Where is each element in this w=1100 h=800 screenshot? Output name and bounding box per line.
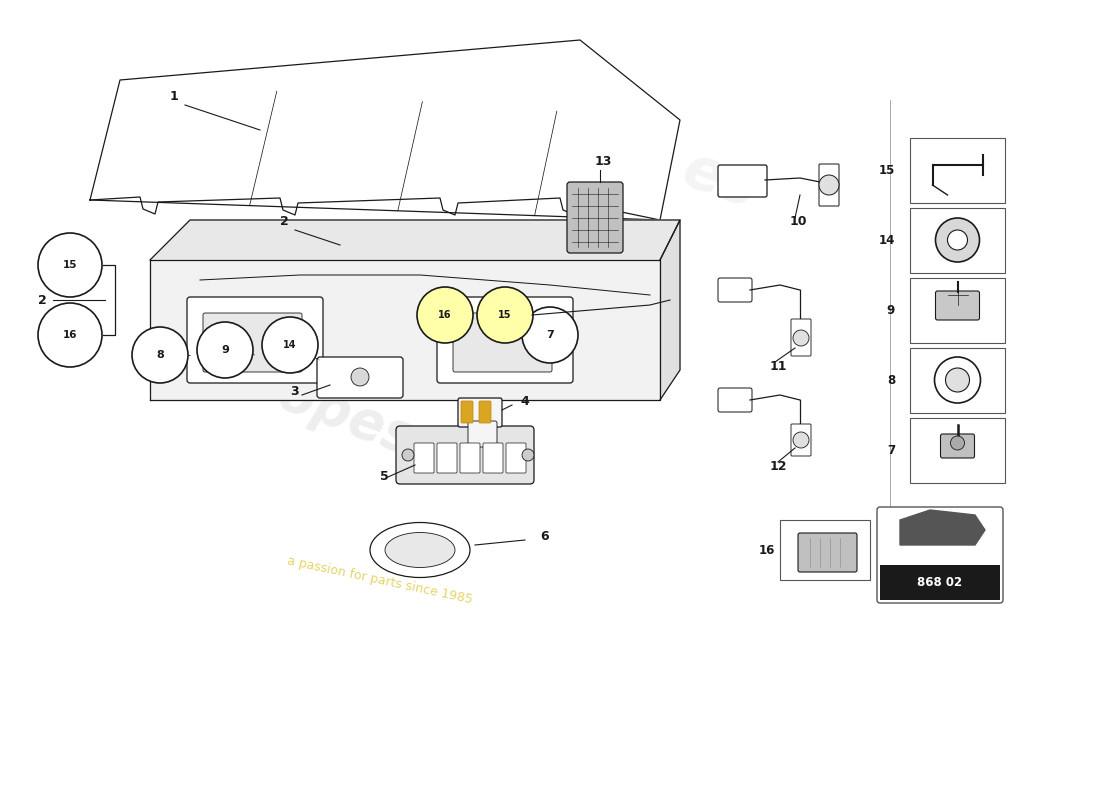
FancyBboxPatch shape [910, 347, 1005, 413]
FancyBboxPatch shape [453, 313, 552, 372]
Circle shape [197, 322, 253, 378]
FancyBboxPatch shape [910, 418, 1005, 482]
Circle shape [417, 287, 473, 343]
Text: europes: europes [178, 334, 421, 466]
FancyBboxPatch shape [718, 278, 752, 302]
FancyBboxPatch shape [468, 421, 497, 447]
FancyBboxPatch shape [460, 443, 480, 473]
Text: 14: 14 [879, 234, 895, 246]
Circle shape [522, 307, 578, 363]
FancyBboxPatch shape [910, 207, 1005, 273]
Text: 5: 5 [379, 470, 388, 483]
FancyBboxPatch shape [483, 443, 503, 473]
FancyBboxPatch shape [317, 357, 403, 398]
FancyBboxPatch shape [880, 565, 1000, 600]
FancyBboxPatch shape [478, 401, 491, 423]
Text: a passion for parts since 1985: a passion for parts since 1985 [286, 554, 474, 606]
Circle shape [946, 368, 969, 392]
Text: 7: 7 [887, 443, 895, 457]
Text: 15: 15 [879, 163, 895, 177]
Polygon shape [900, 510, 984, 545]
Polygon shape [150, 260, 660, 400]
Circle shape [793, 432, 808, 448]
FancyBboxPatch shape [204, 313, 302, 372]
FancyBboxPatch shape [187, 297, 323, 383]
FancyBboxPatch shape [820, 164, 839, 206]
FancyBboxPatch shape [791, 319, 811, 356]
Circle shape [935, 218, 979, 262]
FancyBboxPatch shape [396, 426, 534, 484]
Circle shape [522, 449, 534, 461]
FancyBboxPatch shape [718, 388, 752, 412]
Text: 3: 3 [290, 385, 298, 398]
Text: 8: 8 [887, 374, 895, 386]
Text: 15: 15 [498, 310, 512, 320]
FancyBboxPatch shape [506, 443, 526, 473]
Circle shape [477, 287, 534, 343]
Text: 11: 11 [770, 360, 788, 373]
FancyBboxPatch shape [935, 291, 979, 320]
Text: 15: 15 [63, 260, 77, 270]
Text: 12: 12 [770, 460, 788, 473]
Circle shape [935, 357, 980, 403]
FancyBboxPatch shape [940, 434, 975, 458]
Text: 9: 9 [887, 303, 895, 317]
FancyBboxPatch shape [718, 165, 767, 197]
FancyBboxPatch shape [437, 443, 456, 473]
FancyBboxPatch shape [791, 424, 811, 456]
Circle shape [402, 449, 414, 461]
Text: 16: 16 [438, 310, 452, 320]
Circle shape [262, 317, 318, 373]
Text: 6: 6 [540, 530, 549, 543]
Text: 13: 13 [595, 155, 613, 168]
FancyBboxPatch shape [461, 401, 473, 423]
Text: es: es [675, 141, 764, 219]
FancyBboxPatch shape [414, 443, 435, 473]
Circle shape [793, 330, 808, 346]
Text: 868 02: 868 02 [917, 577, 962, 590]
Text: 14: 14 [284, 340, 297, 350]
Circle shape [39, 233, 102, 297]
Circle shape [950, 436, 965, 450]
Text: 16: 16 [63, 330, 77, 340]
FancyBboxPatch shape [910, 278, 1005, 342]
Text: 16: 16 [759, 543, 775, 557]
Text: 1: 1 [170, 90, 178, 103]
FancyBboxPatch shape [910, 138, 1005, 202]
Polygon shape [150, 220, 680, 260]
Circle shape [132, 327, 188, 383]
Text: 2: 2 [280, 215, 288, 228]
Text: 10: 10 [790, 215, 807, 228]
Circle shape [947, 230, 968, 250]
Polygon shape [660, 220, 680, 400]
FancyBboxPatch shape [877, 507, 1003, 603]
Ellipse shape [385, 533, 455, 567]
Text: 4: 4 [520, 395, 529, 408]
Polygon shape [90, 40, 680, 220]
Text: 9: 9 [221, 345, 229, 355]
Text: 7: 7 [546, 330, 554, 340]
Ellipse shape [370, 522, 470, 578]
Circle shape [351, 368, 369, 386]
Text: 8: 8 [156, 350, 164, 360]
FancyBboxPatch shape [566, 182, 623, 253]
Text: 2: 2 [37, 294, 46, 306]
FancyBboxPatch shape [780, 520, 870, 580]
FancyBboxPatch shape [798, 533, 857, 572]
Circle shape [39, 303, 102, 367]
FancyBboxPatch shape [437, 297, 573, 383]
FancyBboxPatch shape [458, 398, 502, 427]
Circle shape [820, 175, 839, 195]
